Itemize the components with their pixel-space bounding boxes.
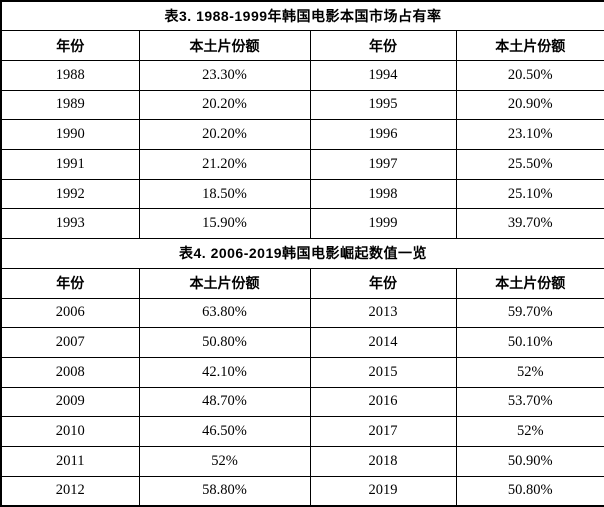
share-header: 本土片份额 xyxy=(138,30,311,61)
table-row: 1993 15.90% 1999 39.70% xyxy=(0,208,604,240)
share-cell: 46.50% xyxy=(138,416,311,448)
year-cell: 1994 xyxy=(309,59,457,91)
share-cell: 42.10% xyxy=(138,356,311,388)
year-cell: 2019 xyxy=(309,475,457,507)
year-header: 年份 xyxy=(309,30,457,61)
table-row: 2010 46.50% 2017 52% xyxy=(0,416,604,448)
year-cell: 1992 xyxy=(0,178,140,210)
share-cell: 15.90% xyxy=(138,208,311,240)
year-cell: 2009 xyxy=(0,386,140,418)
table-row: 1990 20.20% 1996 23.10% xyxy=(0,119,604,151)
year-cell: 2013 xyxy=(309,297,457,329)
table4-title-row: 表4. 2006-2019韩国电影崛起数值一览 xyxy=(0,238,604,269)
year-cell: 1988 xyxy=(0,59,140,91)
year-cell: 1993 xyxy=(0,208,140,240)
table-row: 2007 50.80% 2014 50.10% xyxy=(0,327,604,358)
table3-header-row: 年份 本土片份额 年份 本土片份额 xyxy=(0,30,604,61)
table-row: 2009 48.70% 2016 53.70% xyxy=(0,386,604,418)
share-header: 本土片份额 xyxy=(455,267,604,299)
share-cell: 50.80% xyxy=(138,327,311,358)
table-row: 1988 23.30% 1994 20.50% xyxy=(0,59,604,91)
year-cell: 2011 xyxy=(0,446,140,477)
share-cell: 52% xyxy=(455,416,604,448)
year-cell: 2018 xyxy=(309,446,457,477)
year-cell: 2017 xyxy=(309,416,457,448)
year-cell: 1996 xyxy=(309,119,457,151)
year-header: 年份 xyxy=(0,30,140,61)
year-cell: 1998 xyxy=(309,178,457,210)
share-cell: 23.10% xyxy=(455,119,604,151)
share-cell: 23.30% xyxy=(138,59,311,91)
share-cell: 58.80% xyxy=(138,475,311,507)
share-cell: 25.50% xyxy=(455,149,604,180)
year-cell: 1995 xyxy=(309,89,457,121)
year-cell: 2016 xyxy=(309,386,457,418)
share-cell: 52% xyxy=(455,356,604,388)
share-cell: 50.90% xyxy=(455,446,604,477)
table4-title: 表4. 2006-2019韩国电影崛起数值一览 xyxy=(0,238,604,269)
share-cell: 48.70% xyxy=(138,386,311,418)
year-cell: 2012 xyxy=(0,475,140,507)
table3-title-row: 表3. 1988-1999年韩国电影本国市场占有率 xyxy=(0,0,604,32)
year-cell: 1997 xyxy=(309,149,457,180)
share-cell: 21.20% xyxy=(138,149,311,180)
table-row: 2008 42.10% 2015 52% xyxy=(0,356,604,388)
table-row: 2011 52% 2018 50.90% xyxy=(0,446,604,477)
share-cell: 52% xyxy=(138,446,311,477)
year-cell: 1989 xyxy=(0,89,140,121)
table-row: 2006 63.80% 2013 59.70% xyxy=(0,297,604,329)
year-cell: 1991 xyxy=(0,149,140,180)
table4-header-row: 年份 本土片份额 年份 本土片份额 xyxy=(0,267,604,299)
year-cell: 2007 xyxy=(0,327,140,358)
year-cell: 1990 xyxy=(0,119,140,151)
year-cell: 2006 xyxy=(0,297,140,329)
share-header: 本土片份额 xyxy=(455,30,604,61)
share-cell: 20.50% xyxy=(455,59,604,91)
year-header: 年份 xyxy=(309,267,457,299)
share-cell: 20.20% xyxy=(138,89,311,121)
share-cell: 18.50% xyxy=(138,178,311,210)
year-cell: 2008 xyxy=(0,356,140,388)
share-cell: 20.90% xyxy=(455,89,604,121)
year-cell: 2014 xyxy=(309,327,457,358)
share-cell: 59.70% xyxy=(455,297,604,329)
share-cell: 20.20% xyxy=(138,119,311,151)
table-row: 2012 58.80% 2019 50.80% xyxy=(0,475,604,507)
table-row: 1989 20.20% 1995 20.90% xyxy=(0,89,604,121)
year-cell: 2015 xyxy=(309,356,457,388)
year-cell: 2010 xyxy=(0,416,140,448)
share-cell: 50.80% xyxy=(455,475,604,507)
share-cell: 39.70% xyxy=(455,208,604,240)
share-cell: 63.80% xyxy=(138,297,311,329)
share-cell: 25.10% xyxy=(455,178,604,210)
table-row: 1991 21.20% 1997 25.50% xyxy=(0,149,604,180)
share-header: 本土片份额 xyxy=(138,267,311,299)
share-cell: 53.70% xyxy=(455,386,604,418)
share-cell: 50.10% xyxy=(455,327,604,358)
year-cell: 1999 xyxy=(309,208,457,240)
table3-title: 表3. 1988-1999年韩国电影本国市场占有率 xyxy=(0,0,604,32)
table-row: 1992 18.50% 1998 25.10% xyxy=(0,178,604,210)
year-header: 年份 xyxy=(0,267,140,299)
